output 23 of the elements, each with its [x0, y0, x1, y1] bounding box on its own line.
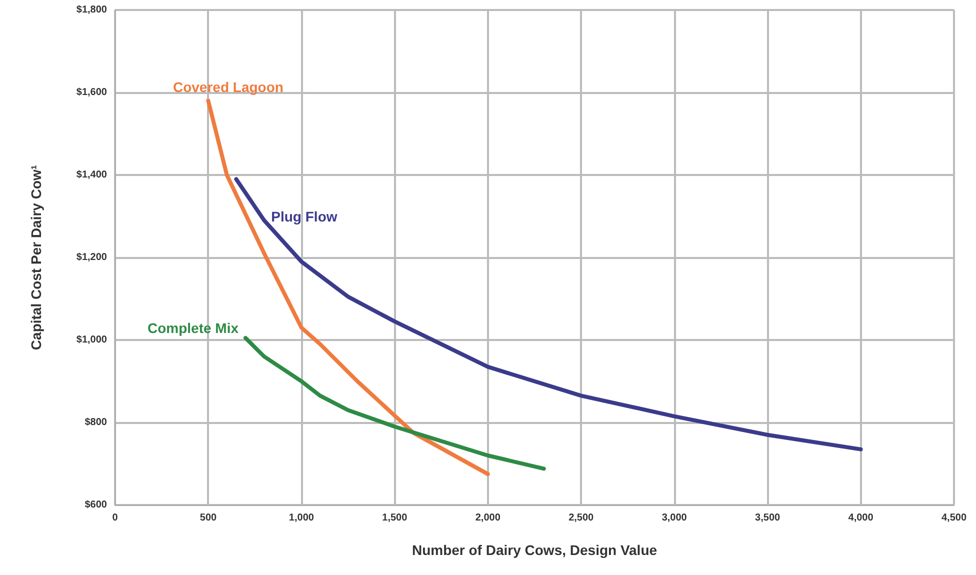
- series-label: Complete Mix: [147, 320, 239, 336]
- y-tick-label: $1,000: [76, 334, 108, 346]
- x-tick-label: 2,500: [568, 512, 594, 524]
- x-tick-label: 4,000: [848, 512, 874, 524]
- x-tick-label: 1,500: [382, 512, 408, 524]
- line-series: [244, 336, 546, 471]
- series-label: Plug Flow: [271, 208, 338, 224]
- series-label: Covered Lagoon: [172, 78, 284, 95]
- x-tick-label: 4,500: [941, 512, 967, 524]
- x-axis-title: Number of Dairy Cows, Design Value: [412, 542, 658, 558]
- y-tick-label: $800: [84, 417, 108, 428]
- y-tick-label: $1,200: [76, 252, 108, 263]
- y-axis-title: Capital Cost Per Dairy Cow¹: [28, 164, 44, 350]
- y-tick-label: $1,800: [76, 4, 108, 16]
- y-tick-label: $600: [84, 500, 108, 510]
- x-tick-label: 3,500: [755, 512, 781, 524]
- y-tick-label: $1,400: [76, 170, 108, 180]
- y-tick-label: $1,600: [76, 87, 108, 98]
- x-tick-label: 3,000: [662, 512, 688, 524]
- x-tick-label: 2,000: [475, 512, 501, 524]
- x-tick-label: 500: [200, 512, 217, 524]
- x-tick-label: 0: [112, 512, 118, 524]
- x-tick-label: 1,000: [288, 512, 314, 524]
